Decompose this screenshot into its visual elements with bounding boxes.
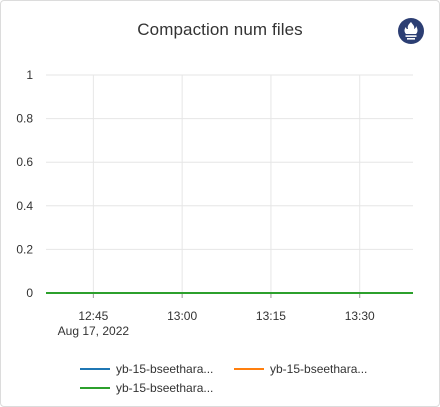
x-tick-label: 13:15 [256,309,286,323]
y-tick-label: 1 [26,68,33,82]
x-tick-label: 12:45 [78,309,108,323]
legend-item-label: yb-15-bseethara... [270,362,367,376]
chart-title: Compaction num files [137,20,303,39]
y-tick-label: 0.8 [16,112,33,126]
x-tick-label: 13:00 [167,309,197,323]
y-tick-label: 0.6 [16,155,33,169]
chart-grid [46,74,413,294]
legend-item-label: yb-15-bseethara... [116,381,213,395]
legend-item-label: yb-15-bseethara... [116,362,213,376]
y-axis: 0 0.2 0.4 0.6 0.8 1 [16,68,33,300]
y-tick-label: 0.4 [16,199,33,213]
prometheus-icon[interactable] [397,17,425,45]
y-tick-label: 0.2 [16,242,33,256]
x-tick-label: 13:30 [345,309,375,323]
legend: yb-15-bseethara... yb-15-bseethara... yb-1… [80,362,367,395]
x-date-label: Aug 17, 2022 [58,324,130,338]
x-axis: 12:45 13:00 13:15 13:30 Aug 17, 2022 [58,293,375,338]
y-tick-label: 0 [26,286,33,300]
